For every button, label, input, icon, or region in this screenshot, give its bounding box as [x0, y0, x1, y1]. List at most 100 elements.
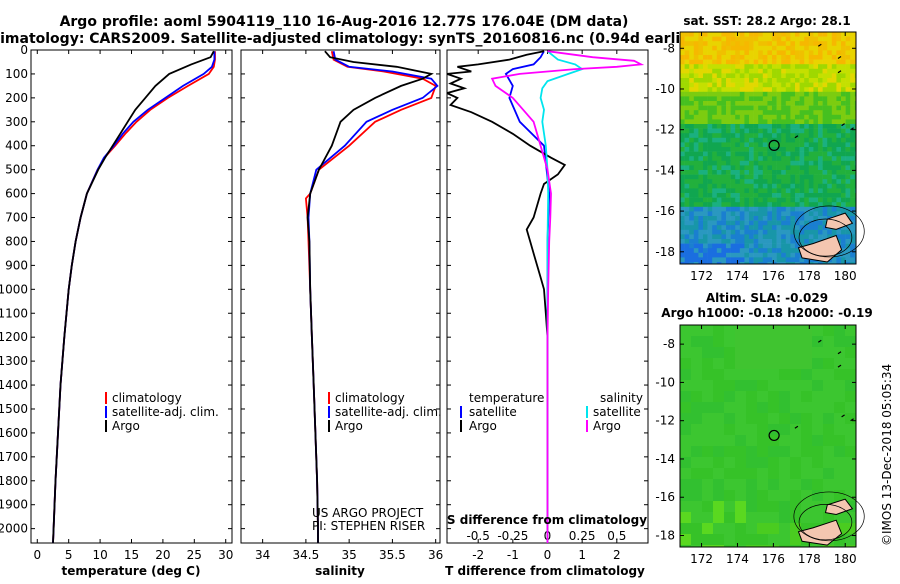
map-cell	[735, 380, 747, 392]
map-cell	[726, 82, 731, 88]
map-cell	[822, 87, 828, 93]
map-cell	[712, 78, 718, 83]
map-cell	[818, 101, 823, 106]
map-cell	[845, 347, 857, 359]
map-cell	[804, 156, 810, 162]
t-difference-xlabel: T difference from climatology	[445, 564, 645, 578]
map-cell	[703, 36, 708, 42]
map-cell	[813, 105, 819, 111]
map-cell	[772, 73, 777, 79]
map-cell	[689, 55, 695, 60]
map-cell	[693, 36, 699, 42]
map-cell	[836, 160, 842, 166]
map-cell	[812, 402, 824, 414]
map-cell	[762, 257, 768, 263]
map-cell	[726, 257, 731, 263]
map-cell	[707, 211, 713, 217]
map-cell	[785, 87, 791, 93]
x-tick-label: 0	[33, 548, 41, 562]
map-cell	[768, 336, 780, 348]
map-cell	[684, 197, 690, 203]
map-cell	[684, 133, 690, 139]
map-cell	[735, 124, 741, 129]
map-cell	[735, 50, 741, 56]
map-cell	[845, 211, 851, 217]
map-cell	[776, 101, 782, 106]
map-cell	[707, 124, 713, 129]
map-cell	[776, 216, 782, 221]
map-cell	[790, 160, 796, 166]
map-cell	[758, 243, 764, 249]
map-cell	[822, 68, 828, 74]
map-cell	[689, 78, 695, 83]
map-cell	[845, 446, 857, 458]
map-cell	[721, 124, 727, 129]
map-cell	[680, 257, 685, 263]
map-cell	[749, 119, 754, 125]
map-y-tick-label: -8	[663, 337, 675, 351]
map-cell	[822, 142, 828, 148]
map-cell	[730, 64, 736, 70]
map-cell	[834, 413, 846, 425]
map-cell	[702, 468, 714, 480]
map-cell	[749, 252, 754, 258]
map-cell	[746, 347, 758, 359]
map-cell	[776, 41, 782, 47]
map-cell	[739, 229, 745, 235]
map-cell	[680, 262, 685, 265]
map-cell	[831, 160, 837, 166]
map-cell	[689, 211, 695, 217]
map-cell	[808, 229, 814, 235]
map-cell	[730, 45, 736, 51]
map-cell	[712, 229, 718, 235]
map-cell	[746, 336, 758, 348]
map-cell	[768, 457, 780, 469]
map-cell	[735, 156, 741, 162]
map-cell	[730, 229, 736, 235]
map-cell	[758, 151, 764, 157]
map-cell	[772, 174, 777, 180]
map-cell	[785, 142, 791, 148]
series-line-temperature-argo	[447, 50, 567, 543]
map-cell	[684, 165, 690, 171]
map-cell	[680, 193, 685, 198]
map-cell	[836, 114, 842, 120]
map-cell	[845, 45, 851, 51]
map-cell	[739, 165, 745, 171]
map-cell	[813, 128, 819, 134]
map-cell	[812, 479, 824, 491]
map-cell	[724, 512, 736, 524]
legend-label: Argo	[335, 419, 363, 433]
map-cell	[823, 545, 835, 548]
map-cell	[712, 55, 718, 60]
map-cell	[707, 225, 713, 231]
map-cell	[735, 128, 741, 134]
map-cell	[753, 78, 759, 83]
map-cell	[812, 545, 824, 548]
map-cell	[813, 96, 819, 102]
map-cell	[823, 369, 835, 381]
map-cell	[753, 82, 759, 88]
map-cell	[845, 59, 851, 65]
map-cell	[703, 262, 708, 265]
map-x-tick-label: 172	[690, 552, 713, 566]
map-cell	[845, 68, 851, 74]
map-cell	[716, 128, 722, 134]
map-cell	[680, 128, 685, 134]
map-cell	[735, 45, 741, 51]
map-cell	[776, 257, 782, 263]
map-cell	[845, 156, 851, 162]
map-cell	[684, 239, 690, 244]
map-cell	[818, 59, 823, 65]
map-cell	[744, 262, 750, 265]
legend-label: Argo	[469, 419, 497, 433]
map-cell	[689, 73, 695, 79]
map-cell	[712, 133, 718, 139]
map-cell	[772, 78, 777, 83]
map-cell	[808, 32, 814, 37]
map-cell	[795, 193, 800, 198]
map-cell	[804, 257, 810, 263]
map-cell	[804, 119, 810, 125]
map-cell	[691, 479, 703, 491]
map-cell	[804, 179, 810, 185]
